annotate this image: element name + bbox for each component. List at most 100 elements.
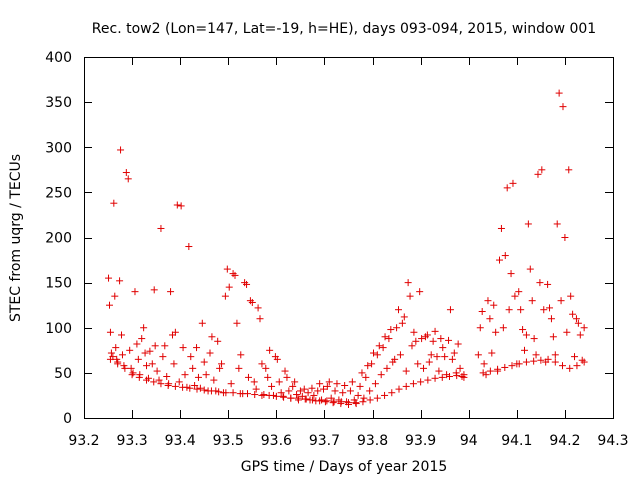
data-point (164, 382, 172, 390)
x-tick-label: 93.2 (68, 433, 99, 449)
data-point (179, 344, 187, 352)
data-point (567, 292, 575, 300)
data-point (364, 362, 372, 370)
data-point (316, 380, 324, 388)
data-point (151, 342, 159, 350)
data-point (373, 394, 381, 402)
data-point (496, 256, 504, 264)
data-point (241, 279, 249, 287)
data-point (264, 373, 272, 381)
data-point (155, 376, 163, 384)
data-point (454, 340, 462, 348)
data-point (431, 374, 439, 382)
data-point (532, 351, 540, 359)
data-point (398, 319, 406, 327)
data-point (243, 280, 251, 288)
data-point (107, 349, 115, 357)
data-point (438, 373, 446, 381)
data-point (501, 363, 509, 371)
data-point (557, 297, 565, 305)
data-point (287, 394, 295, 402)
data-point (555, 89, 563, 97)
data-point (171, 328, 179, 336)
data-point (370, 349, 378, 357)
data-point (522, 358, 530, 366)
data-point (578, 356, 586, 364)
data-point (111, 292, 119, 300)
data-point (112, 344, 120, 352)
data-point (325, 378, 333, 386)
data-point (222, 389, 230, 397)
data-point (530, 357, 538, 365)
x-tick-label: 94 (460, 433, 478, 449)
data-point (129, 369, 137, 377)
y-axis-title: STEC from uqrg / TECUs (8, 154, 24, 322)
data-point (314, 387, 322, 395)
data-point (387, 326, 395, 334)
data-point (175, 378, 183, 386)
data-point (544, 355, 552, 363)
y-tick-label: 300 (45, 140, 72, 156)
data-point (358, 369, 366, 377)
data-point (511, 292, 519, 300)
data-point (561, 234, 569, 241)
data-point (173, 201, 181, 209)
data-point (216, 364, 224, 372)
data-point (482, 371, 490, 379)
data-point (443, 371, 451, 379)
data-points (105, 89, 588, 408)
data-point (256, 315, 264, 323)
data-point (167, 288, 175, 296)
data-point (280, 393, 288, 401)
x-tick-label: 93.3 (117, 433, 148, 449)
data-point (148, 360, 156, 368)
data-point (308, 384, 316, 392)
data-point (402, 382, 410, 390)
data-point (244, 390, 252, 398)
data-point (416, 288, 424, 296)
data-point (262, 364, 270, 372)
data-point (193, 385, 201, 393)
data-point (225, 283, 233, 291)
data-point (395, 306, 403, 314)
x-tick-label: 93.5 (213, 433, 244, 449)
data-point (346, 387, 354, 395)
data-point (375, 342, 383, 350)
data-point (412, 337, 420, 345)
data-point (329, 399, 337, 407)
data-point (272, 392, 280, 400)
data-point (133, 340, 141, 348)
data-point (501, 252, 509, 260)
data-point (480, 360, 488, 368)
data-point (316, 397, 324, 405)
data-point (260, 391, 268, 399)
data-point (277, 389, 285, 397)
data-point (124, 175, 132, 183)
data-point (301, 395, 309, 403)
data-point (304, 389, 312, 397)
data-point (420, 364, 428, 372)
data-point (339, 389, 347, 397)
data-point (143, 362, 151, 370)
axis-ticks: 93.2 93.3 93.4 93.5 93.6 93.7 93.8 93.9 94 94.1 94… (45, 50, 628, 449)
data-point (395, 385, 403, 393)
data-point (134, 355, 142, 363)
data-point (318, 396, 326, 404)
data-point (181, 371, 189, 379)
data-point (425, 358, 433, 366)
data-point (528, 297, 536, 305)
data-point (388, 389, 396, 397)
data-point (371, 380, 379, 388)
data-point (354, 391, 362, 399)
data-point (417, 378, 425, 386)
data-point (330, 398, 338, 406)
data-point (215, 388, 223, 396)
data-point (478, 308, 486, 316)
data-point (424, 376, 432, 384)
data-point (337, 398, 345, 406)
data-point (505, 306, 513, 314)
x-tick-label: 94.2 (549, 433, 580, 449)
data-point (333, 380, 341, 388)
data-point (580, 324, 588, 332)
data-point (538, 166, 546, 174)
